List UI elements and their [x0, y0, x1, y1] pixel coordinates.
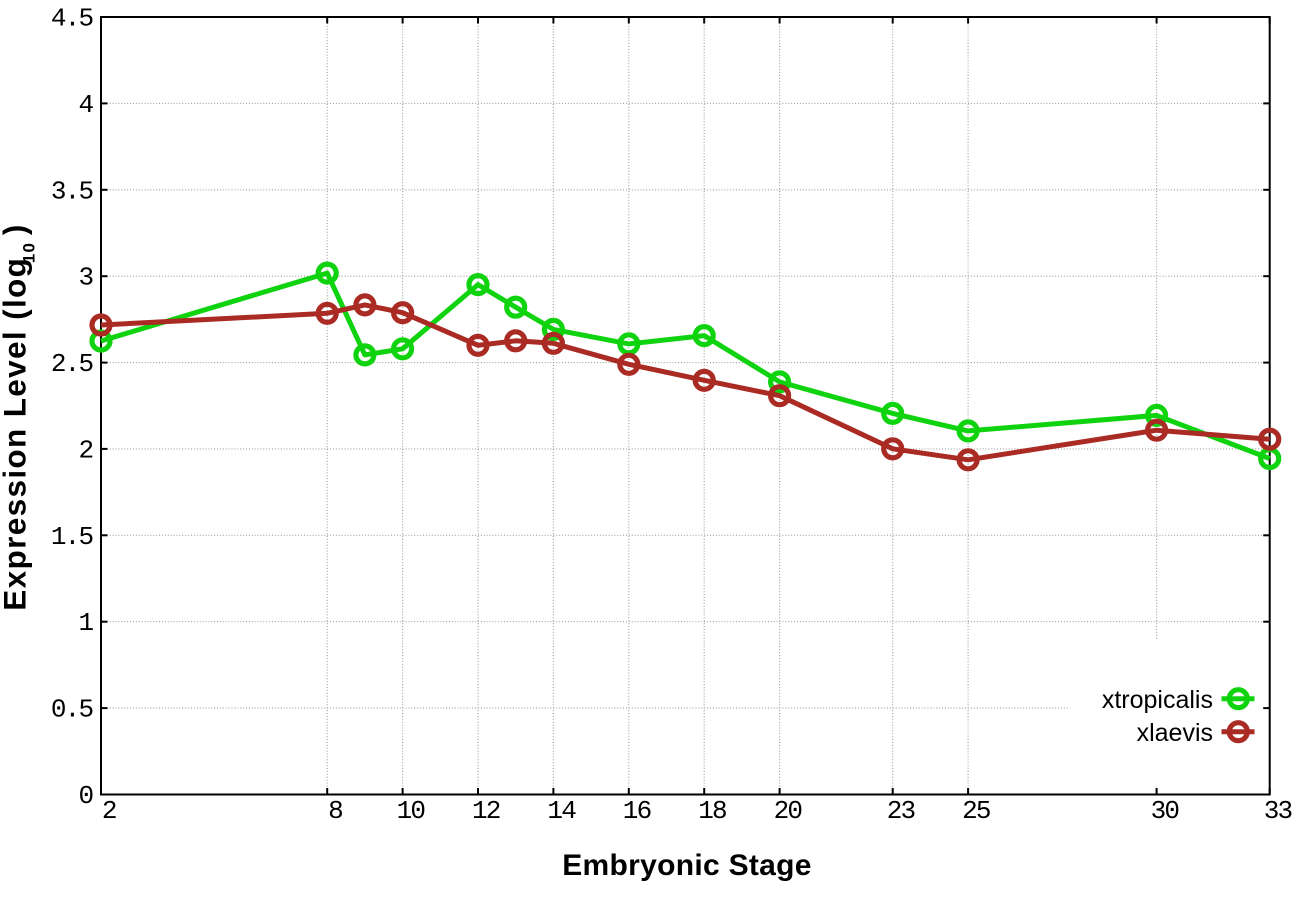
svg-text:1: 1	[78, 608, 93, 638]
svg-text:3.5: 3.5	[51, 176, 93, 206]
svg-text:14: 14	[547, 796, 576, 826]
svg-text:3: 3	[78, 263, 92, 293]
svg-text:2.5: 2.5	[51, 349, 93, 379]
svg-text:25: 25	[962, 796, 990, 826]
svg-text:23: 23	[887, 796, 915, 826]
svg-text:0.5: 0.5	[51, 695, 93, 725]
svg-text:0: 0	[78, 781, 92, 811]
svg-text:30: 30	[1151, 796, 1179, 826]
svg-text:20: 20	[774, 796, 802, 826]
svg-text:Embryonic Stage: Embryonic Stage	[562, 849, 812, 882]
svg-text:xlaevis: xlaevis	[1137, 719, 1213, 747]
svg-text:18: 18	[698, 796, 726, 826]
svg-text:2: 2	[102, 796, 116, 826]
svg-text:10: 10	[397, 796, 425, 826]
svg-text:8: 8	[328, 796, 342, 826]
svg-text:33: 33	[1264, 796, 1292, 826]
svg-text:16: 16	[623, 796, 651, 826]
svg-text:Expression Level (log10): Expression Level (log10)	[0, 223, 39, 610]
svg-text:12: 12	[472, 796, 500, 826]
svg-text:2: 2	[78, 435, 92, 465]
svg-text:4.5: 4.5	[51, 4, 93, 34]
svg-text:1.5: 1.5	[51, 522, 93, 552]
svg-text:4: 4	[78, 90, 93, 120]
svg-text:xtropicalis: xtropicalis	[1102, 686, 1213, 714]
